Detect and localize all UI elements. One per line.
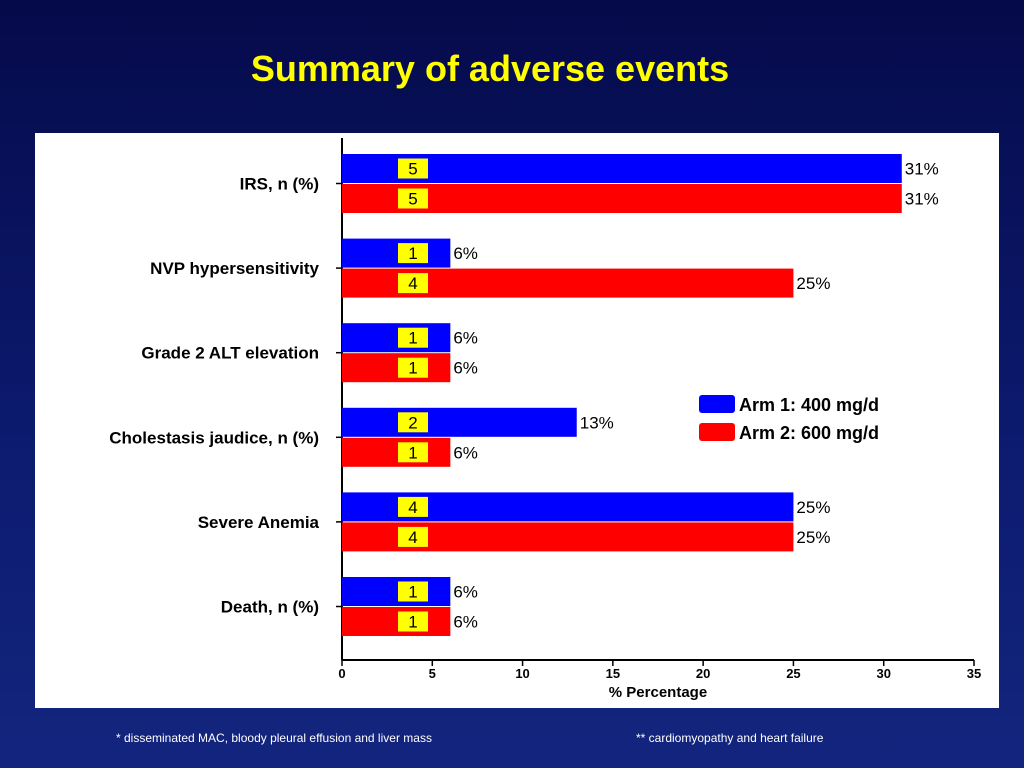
count-box — [398, 442, 428, 463]
data-label: 31% — [905, 160, 939, 179]
data-label: 25% — [796, 274, 830, 293]
count-box — [398, 496, 428, 517]
slide-title: Summary of adverse events — [250, 48, 730, 89]
data-label: 13% — [580, 413, 614, 432]
count-box — [398, 158, 428, 179]
data-label: 6% — [453, 583, 478, 602]
count-label: 5 — [408, 190, 417, 209]
bar-series2 — [342, 353, 451, 383]
count-box — [398, 327, 428, 348]
x-tick-label: 10 — [515, 666, 529, 681]
count-label: 4 — [408, 528, 417, 547]
count-label: 1 — [408, 613, 417, 632]
count-box — [398, 243, 428, 264]
data-label: 6% — [453, 329, 478, 348]
count-label: 1 — [408, 443, 417, 462]
count-label: 4 — [408, 498, 417, 517]
count-box — [398, 611, 428, 632]
count-box — [398, 357, 428, 378]
category-label: IRS, n (%) — [240, 175, 319, 194]
x-tick-label: 25 — [786, 666, 800, 681]
x-tick-label: 0 — [338, 666, 345, 681]
x-tick-label: 15 — [606, 666, 620, 681]
bar-series1 — [342, 407, 577, 437]
category-label: Severe Anemia — [198, 513, 320, 532]
count-box — [398, 526, 428, 547]
chart-panel: 0 5 10 15 20 25 30 35% Percentage IRS, n (%) 31% 5… — [35, 133, 999, 708]
legend-label: Arm 1: 400 mg/d — [739, 395, 879, 415]
data-label: 6% — [453, 359, 478, 378]
x-tick-label: 35 — [967, 666, 981, 681]
data-label: 31% — [905, 190, 939, 209]
count-label: 4 — [408, 274, 417, 293]
count-label: 1 — [408, 244, 417, 263]
count-box — [398, 188, 428, 209]
bar-series1 — [342, 238, 451, 268]
data-label: 25% — [796, 498, 830, 517]
count-box — [398, 412, 428, 433]
legend-label: Arm 2: 600 mg/d — [739, 423, 879, 443]
category-label: Death, n (%) — [221, 598, 319, 617]
count-label: 2 — [408, 413, 417, 432]
bar-series2 — [342, 437, 451, 467]
count-box — [398, 273, 428, 294]
legend-swatch — [699, 423, 735, 441]
count-label: 1 — [408, 359, 417, 378]
category-label: NVP hypersensitivity — [150, 259, 319, 278]
data-label: 25% — [796, 528, 830, 547]
count-label: 1 — [408, 329, 417, 348]
bar-series1 — [342, 154, 902, 183]
count-label: 5 — [408, 160, 417, 179]
bar-series1 — [342, 323, 451, 353]
data-label: 6% — [453, 613, 478, 632]
bar-series2 — [342, 184, 902, 213]
x-tick-label: 20 — [696, 666, 710, 681]
legend-swatch — [699, 395, 735, 413]
data-label: 6% — [453, 443, 478, 462]
category-label: Grade 2 ALT elevation — [141, 344, 319, 363]
x-tick-label: 30 — [876, 666, 890, 681]
bar-series2 — [342, 607, 451, 636]
count-box — [398, 581, 428, 602]
footnote-left: * disseminated MAC, bloody pleural effus… — [116, 731, 432, 745]
x-axis-label: % Percentage — [609, 684, 707, 701]
bar-series1 — [342, 577, 451, 606]
count-label: 1 — [408, 583, 417, 602]
footnote-right: ** cardiomyopathy and heart failure — [636, 731, 824, 745]
category-label: Cholestasis jaudice, n (%) — [109, 428, 319, 447]
data-label: 6% — [453, 244, 478, 263]
x-tick-label: 5 — [429, 666, 436, 681]
